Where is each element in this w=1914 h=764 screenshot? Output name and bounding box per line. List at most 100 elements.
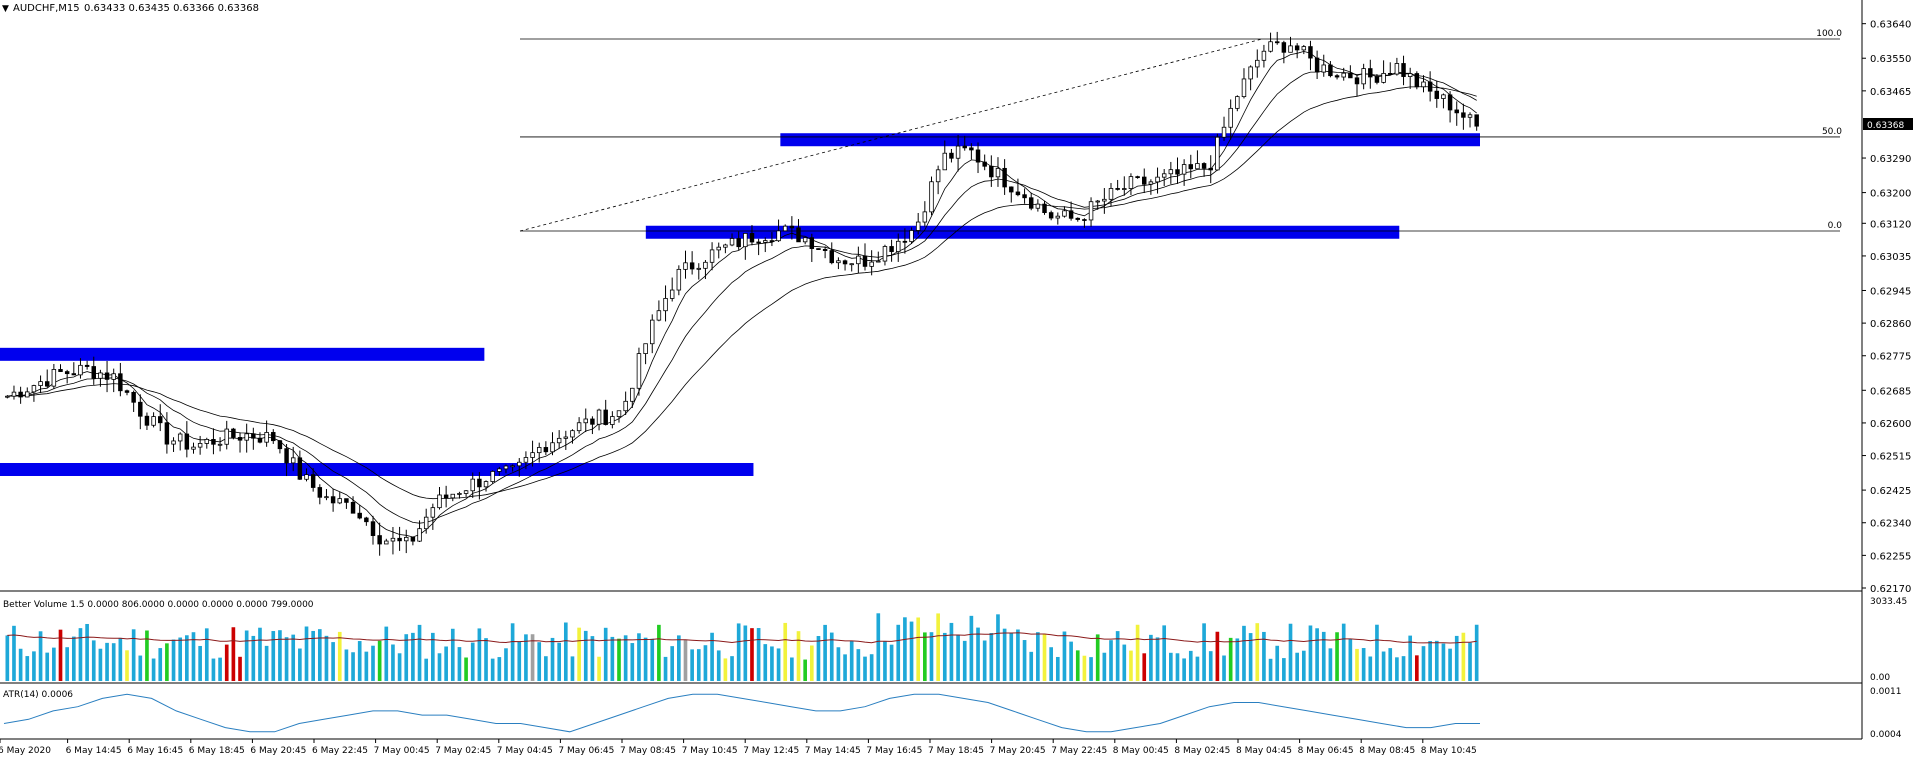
candle-body (556, 437, 562, 444)
candle-body (1015, 191, 1021, 196)
candle-body (1288, 45, 1293, 53)
fibonacci-level-label: 0.0 (1828, 221, 1843, 231)
candle-body (743, 233, 748, 248)
price-tick-label: 0.63550 (1870, 54, 1911, 65)
volume-bar (1242, 625, 1246, 681)
volume-bar (125, 650, 129, 681)
volume-bar (1036, 632, 1040, 681)
candle-body (104, 372, 110, 380)
candle-body (151, 416, 156, 426)
volume-bar (869, 654, 874, 681)
chart-menu-triangle[interactable]: ▼ (2, 4, 9, 14)
candle-body (364, 517, 369, 523)
candle-body (696, 267, 702, 270)
volume-bar (1162, 625, 1167, 681)
candle-body (716, 246, 721, 251)
volume-bar (431, 632, 435, 681)
candle-body (902, 240, 908, 243)
volume-bar (909, 621, 914, 681)
candle-body (1388, 72, 1393, 75)
candle-body (171, 440, 176, 445)
volume-bars-layer (5, 613, 1479, 681)
volume-bar (324, 635, 329, 681)
candle-body (1088, 201, 1094, 221)
price-tick-label: 0.62340 (1870, 519, 1911, 530)
volume-bar (1361, 648, 1366, 681)
volume-bar (244, 630, 249, 681)
volume-bar (497, 657, 502, 681)
candle-body (490, 471, 495, 482)
candle-body (1368, 68, 1373, 78)
candle-body (949, 152, 954, 159)
volume-bar (1474, 624, 1479, 681)
volume-bar (25, 656, 30, 681)
candle-body (596, 409, 602, 425)
candle-body (856, 255, 861, 265)
time-tick-label: 8 May 00:45 (1113, 746, 1169, 756)
candle-body (430, 507, 436, 518)
volume-bar (677, 635, 681, 681)
candle-body (1301, 46, 1307, 51)
volume-bar (1255, 623, 1260, 681)
candle-body (849, 263, 854, 266)
candle-body (1181, 164, 1187, 175)
candle-body (144, 415, 150, 426)
volume-bar (1448, 648, 1452, 681)
candle-body (1314, 57, 1320, 73)
candle-body (756, 241, 761, 244)
candle-body (1447, 94, 1453, 111)
candle-body (1261, 50, 1267, 61)
candle-body (822, 249, 828, 251)
volume-bar (1268, 658, 1273, 681)
candle-body (1009, 186, 1014, 193)
volume-bar (98, 648, 103, 681)
volume-bar (683, 639, 688, 681)
volume-bar (1029, 651, 1034, 681)
price-tick-label: 0.62775 (1870, 352, 1911, 363)
candle-body (450, 493, 456, 499)
candle-body (1148, 181, 1154, 185)
candle-body (158, 416, 163, 424)
candle-body (563, 436, 569, 439)
volume-panel-title: Better Volume 1.5 0.0000 806.0000 0.0000… (3, 600, 314, 610)
volume-bar (637, 633, 641, 681)
candle-body (703, 261, 708, 269)
candle-body (390, 537, 396, 542)
volume-bar (484, 638, 488, 681)
candle-body (377, 535, 382, 545)
candle-body (290, 457, 296, 464)
price-tick-label: 0.63035 (1870, 252, 1911, 263)
volume-bar (956, 634, 960, 681)
volume-average-line (7, 632, 1477, 644)
current-price-tag (1863, 118, 1913, 130)
volume-bar (1202, 623, 1206, 681)
volume-bar (32, 651, 36, 681)
candle-body (1102, 198, 1107, 202)
candle-body (1321, 64, 1326, 73)
candle-body (1274, 41, 1280, 44)
volume-bar (298, 648, 302, 681)
candle-body (669, 289, 675, 299)
volume-bar (1055, 656, 1060, 681)
volume-bar (1454, 635, 1459, 681)
volume-bar (364, 651, 369, 681)
candle-body (1175, 169, 1180, 175)
time-tick-label: 7 May 06:45 (558, 746, 614, 756)
volume-bar (1288, 623, 1293, 681)
volume-bar (829, 632, 834, 681)
volume-bar (1248, 633, 1253, 681)
volume-bar (224, 644, 229, 681)
volume-bar (204, 628, 209, 681)
candle-body (244, 433, 249, 441)
time-tick-label: 6 May 14:45 (66, 746, 122, 756)
volume-bar (856, 649, 861, 681)
volume-axis-top: 3033.45 (1870, 597, 1907, 607)
volume-bar (1228, 637, 1233, 681)
price-tick-label: 0.62515 (1870, 452, 1911, 463)
volume-bar (331, 642, 335, 681)
candle-body (58, 369, 63, 372)
volume-bar (743, 625, 748, 681)
volume-bar (563, 622, 568, 681)
candle-body (1122, 188, 1127, 190)
candle-body (1427, 81, 1433, 92)
